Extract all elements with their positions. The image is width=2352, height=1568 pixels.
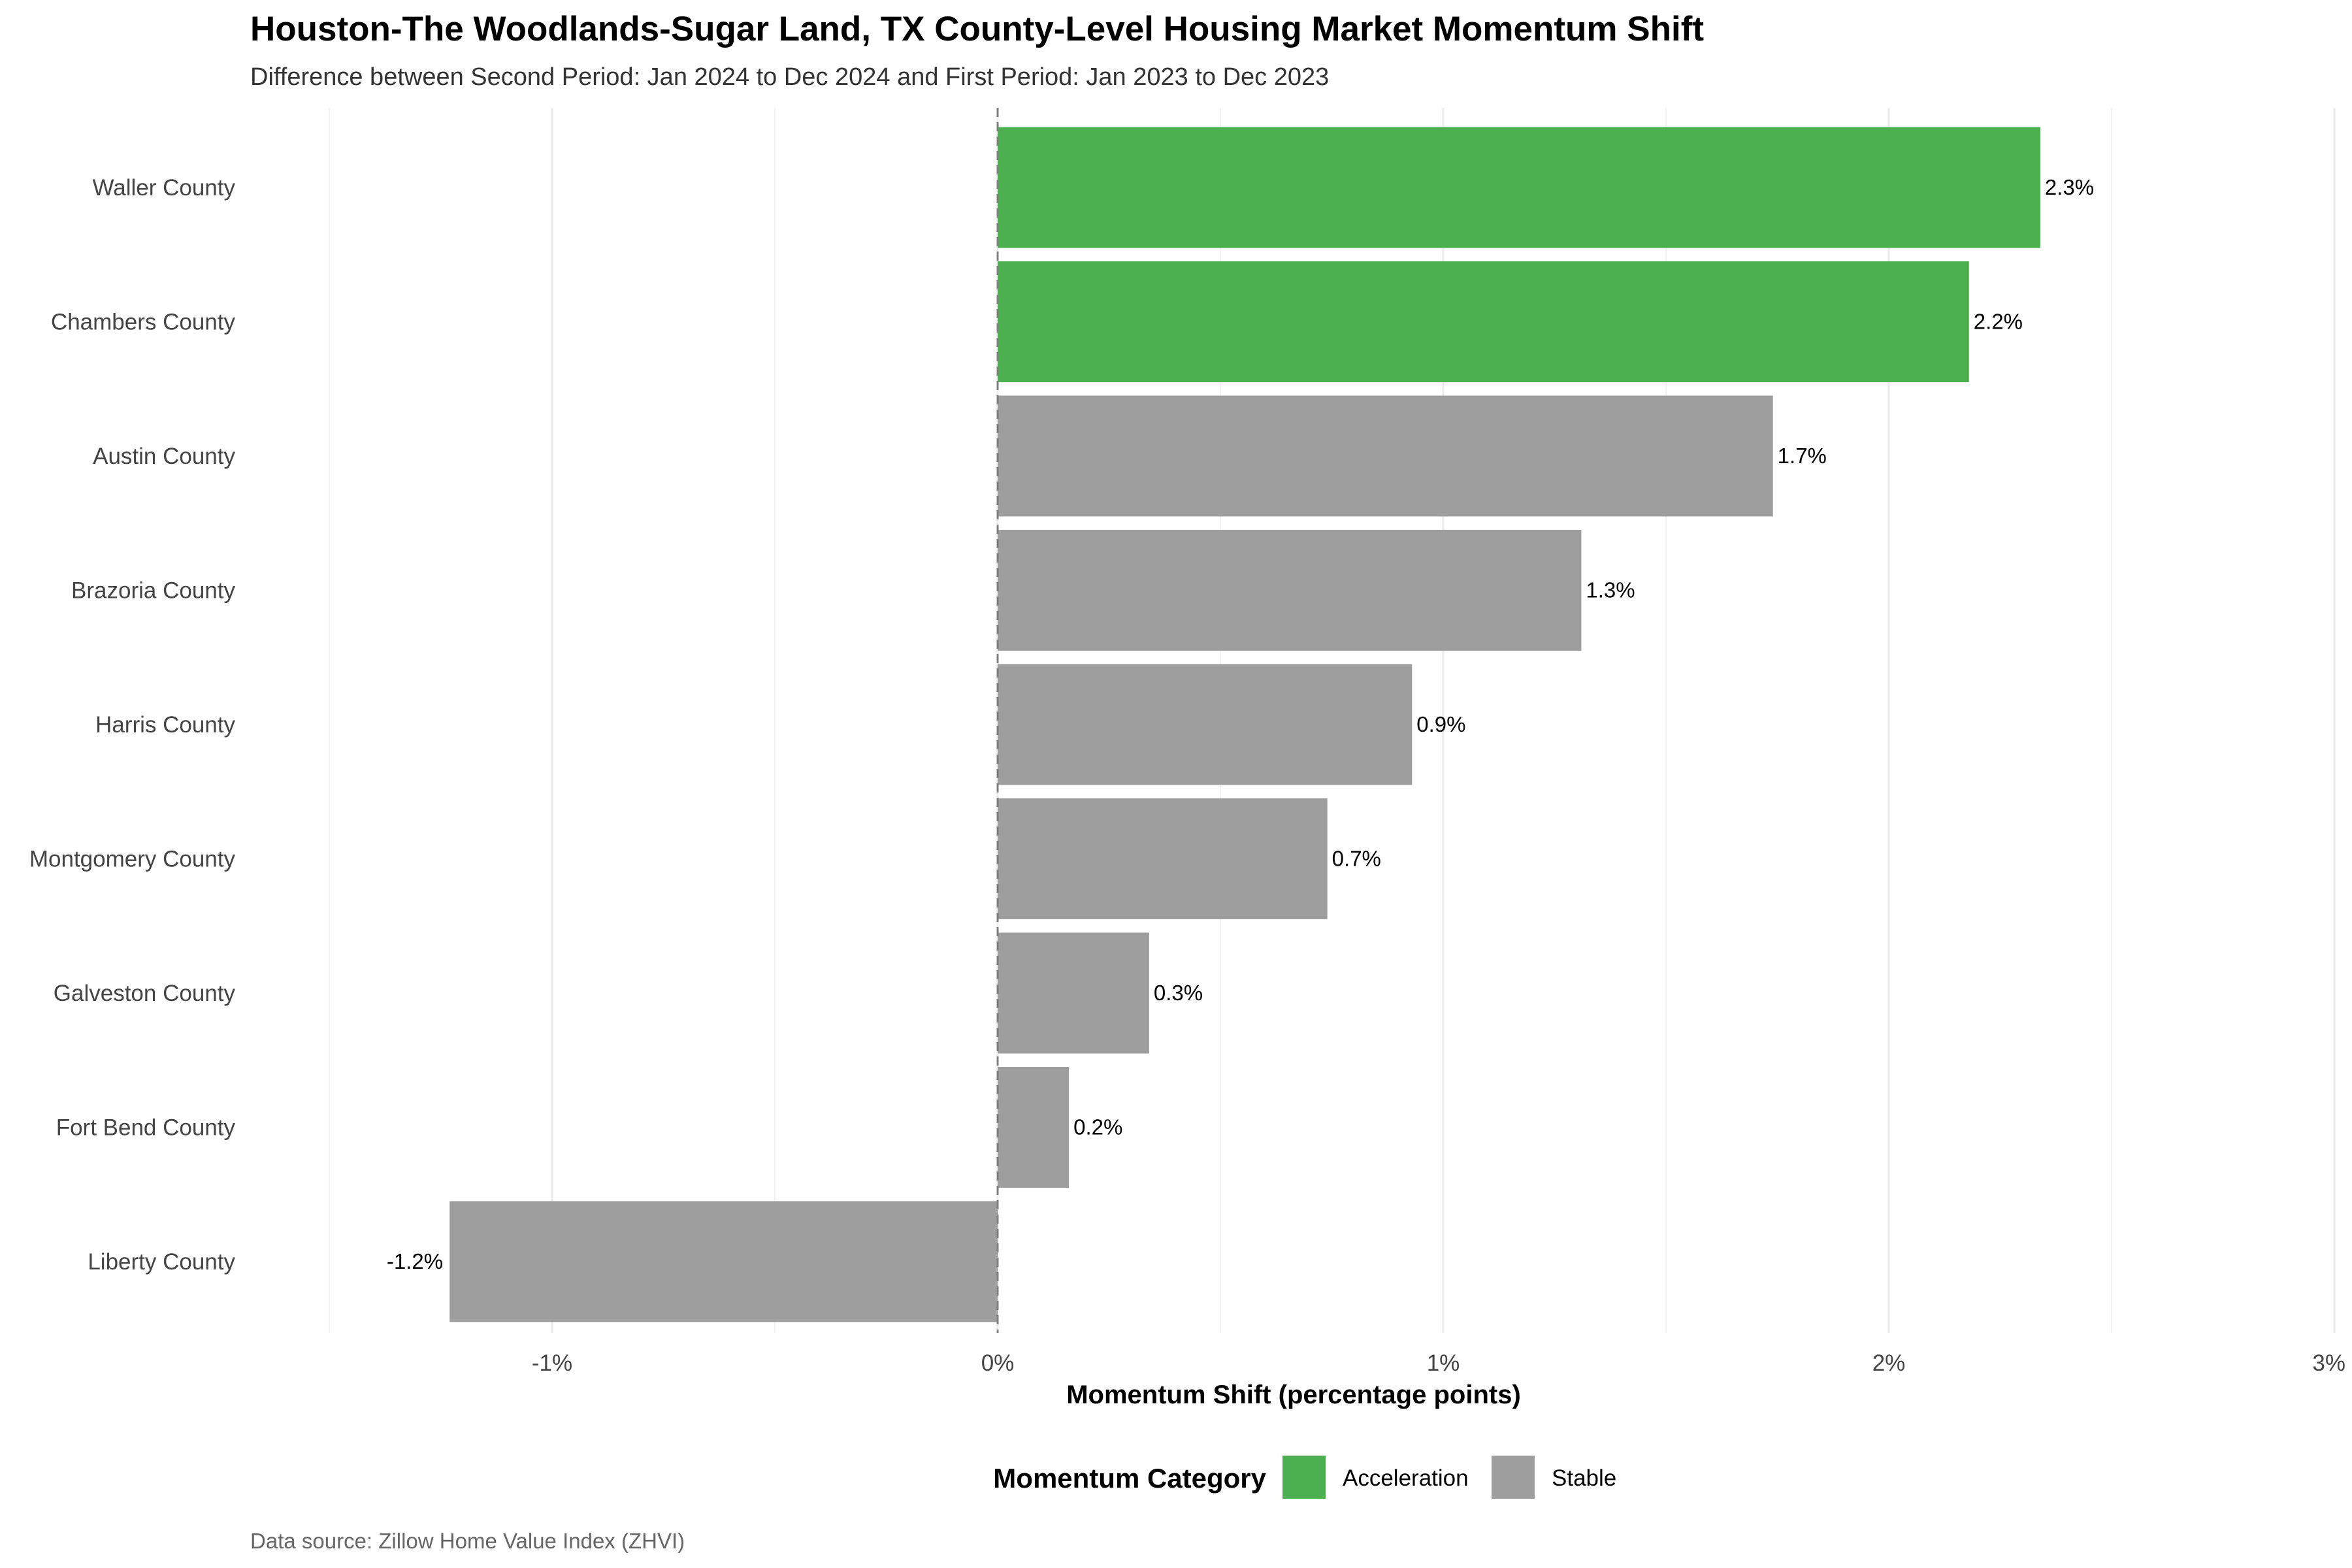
y-axis: Waller County Chambers County Austin Count…	[29, 175, 236, 1275]
y-tick-label: Montgomery County	[29, 847, 236, 872]
x-tick-label: 2%	[1872, 1350, 1906, 1376]
bar-value-label: 1.7%	[1778, 444, 1827, 468]
y-tick-label: Liberty County	[88, 1249, 235, 1275]
legend-label: Acceleration	[1343, 1465, 1469, 1491]
y-tick-label: Brazoria County	[71, 578, 235, 604]
legend: Momentum Category Acceleration Stable	[993, 1456, 1616, 1499]
y-tick-label: Waller County	[93, 175, 236, 201]
x-tick-label: 3%	[2312, 1350, 2345, 1376]
bar	[998, 395, 1773, 517]
bar-value-label: 0.9%	[1416, 712, 1465, 736]
caption: Data source: Zillow Home Value Index (ZH…	[250, 1529, 685, 1553]
bar-value-label: 2.3%	[2045, 175, 2094, 199]
legend-swatch	[1282, 1456, 1326, 1499]
x-axis-title: Momentum Shift (percentage points)	[1066, 1380, 1521, 1409]
legend-title: Momentum Category	[993, 1463, 1266, 1494]
bar-value-label: 2.2%	[1974, 310, 2023, 334]
bar	[998, 261, 1969, 382]
chart-title: Houston-The Woodlands-Sugar Land, TX Cou…	[250, 10, 1704, 48]
bar	[998, 1067, 1070, 1188]
bar	[998, 932, 1149, 1054]
bar-value-label: 0.3%	[1154, 981, 1203, 1005]
bar	[998, 127, 2040, 248]
x-axis: -1% 0% 1% 2% 3%	[532, 1350, 2345, 1376]
y-tick-label: Galveston County	[54, 981, 236, 1006]
x-tick-label: -1%	[532, 1350, 572, 1376]
x-tick-label: 1%	[1427, 1350, 1460, 1376]
bar-value-label: 0.7%	[1332, 847, 1381, 871]
bar	[998, 530, 1582, 651]
bar-value-label: -1.2%	[387, 1249, 443, 1273]
bar	[449, 1201, 998, 1322]
bar	[998, 798, 1328, 919]
bar-value-label: 0.2%	[1073, 1115, 1122, 1139]
y-tick-label: Harris County	[95, 712, 235, 738]
bar-value-label: 1.3%	[1586, 578, 1635, 602]
y-tick-label: Austin County	[93, 444, 235, 469]
y-tick-label: Fort Bend County	[56, 1115, 236, 1141]
x-tick-label: 0%	[981, 1350, 1015, 1376]
chart-subtitle: Difference between Second Period: Jan 20…	[250, 63, 1329, 91]
bar	[998, 664, 1413, 785]
bars	[449, 127, 2040, 1322]
legend-label: Stable	[1552, 1465, 1616, 1491]
y-tick-label: Chambers County	[51, 310, 236, 335]
data-labels: 2.3% 2.2% 1.7% 1.3% 0.9% 0.7% 0.3% 0.2% -1.2%	[387, 175, 2094, 1273]
legend-swatch	[1492, 1456, 1535, 1499]
